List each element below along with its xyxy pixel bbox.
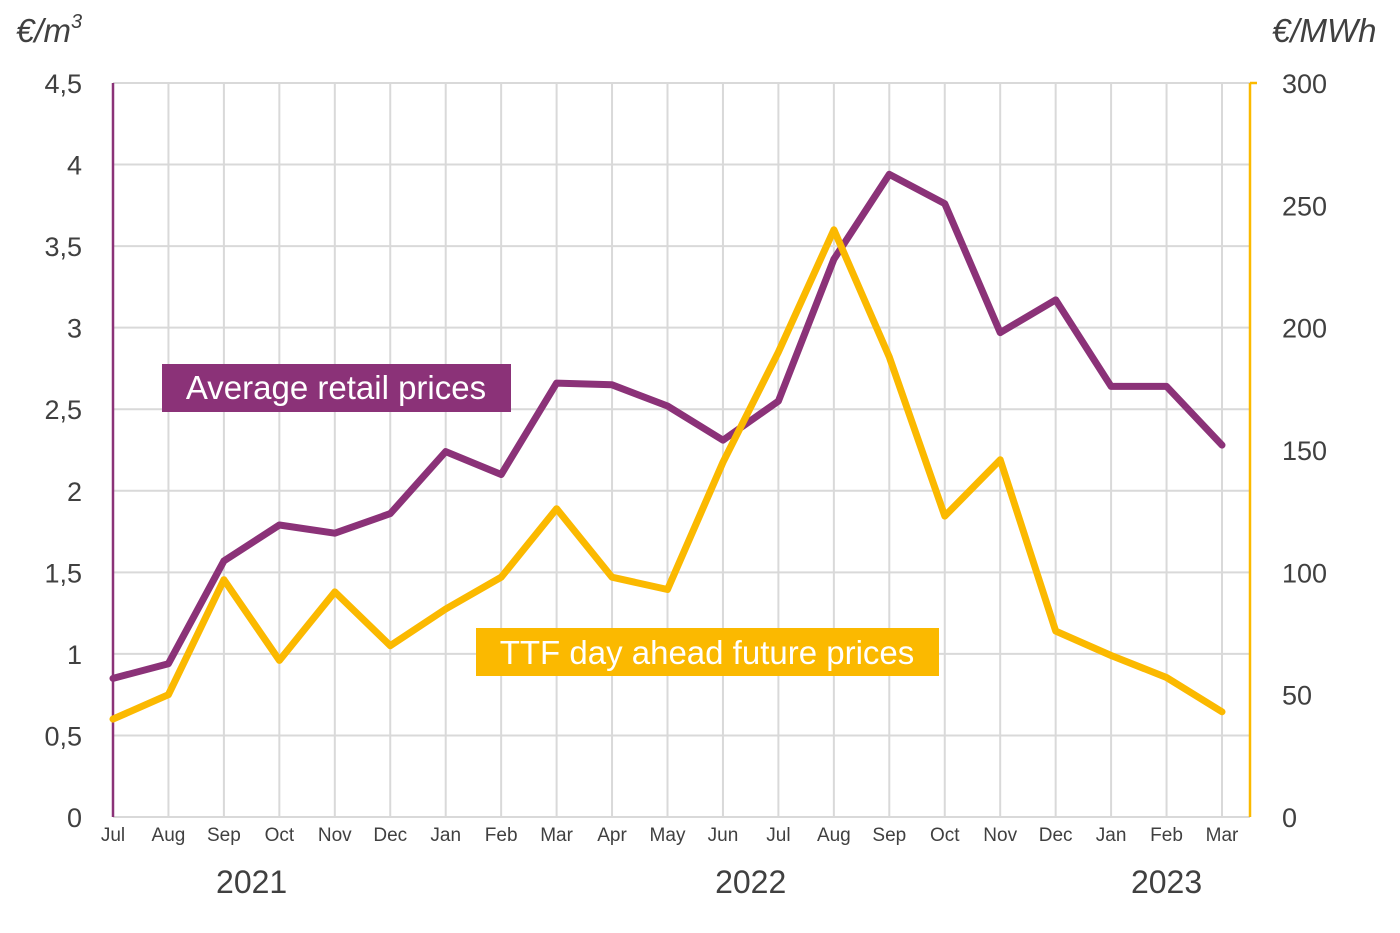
- right-tick-label: 50: [1282, 681, 1312, 711]
- left-tick-label: 4: [67, 151, 82, 181]
- x-tick-label: Nov: [318, 825, 352, 846]
- x-tick-label: Feb: [485, 825, 518, 846]
- right-tick-label: 200: [1282, 314, 1327, 344]
- x-tick-label: Sep: [207, 825, 241, 846]
- retail-annotation: Average retail prices: [162, 364, 511, 412]
- year-labels: 2021 2022 2023: [216, 864, 1202, 900]
- right-tick-label: 0: [1282, 803, 1297, 833]
- x-tick-label: Aug: [152, 825, 186, 846]
- x-tick-label: Oct: [930, 825, 960, 846]
- x-tick-label: Sep: [872, 825, 906, 846]
- right-axis-ticks: 0 50 100 150 200 250 300: [1282, 69, 1327, 833]
- x-tick-label: Feb: [1150, 825, 1183, 846]
- left-tick-label: 0: [67, 803, 82, 833]
- year-label: 2022: [715, 864, 786, 900]
- left-axis-unit: €/m3: [16, 11, 82, 49]
- left-axis-ticks: 0 0,5 1 1,5 2 2,5 3 3,5 4 4,5: [44, 69, 82, 833]
- right-tick-label: 300: [1282, 69, 1327, 99]
- left-tick-label: 0,5: [44, 721, 82, 751]
- x-tick-label: Dec: [373, 825, 407, 846]
- x-tick-label: May: [650, 825, 686, 846]
- left-tick-label: 4,5: [44, 69, 82, 99]
- x-tick-label: Jul: [101, 825, 125, 846]
- right-tick-label: 150: [1282, 436, 1327, 466]
- x-tick-label: Jan: [1096, 825, 1127, 846]
- ttf-annotation: TTF day ahead future prices: [476, 628, 939, 676]
- left-tick-label: 2,5: [44, 395, 82, 425]
- x-axis-ticks: Jul Aug Sep Oct Nov Dec Jan Feb Mar Apr May Jun Jul A…: [101, 825, 1239, 846]
- series-lines: [109, 170, 1226, 723]
- right-tick-label: 100: [1282, 558, 1327, 588]
- x-tick-label: Mar: [1206, 825, 1239, 846]
- ttf-annotation-box: [476, 628, 939, 676]
- left-tick-label: 3,5: [44, 232, 82, 262]
- x-tick-label: Nov: [983, 825, 1017, 846]
- x-tick-label: Mar: [540, 825, 573, 846]
- x-tick-label: Jul: [766, 825, 790, 846]
- x-tick-label: Apr: [597, 825, 627, 846]
- right-tick-label: 250: [1282, 191, 1327, 221]
- axes: [111, 81, 1257, 817]
- year-label: 2023: [1131, 864, 1202, 900]
- x-tick-label: Dec: [1039, 825, 1073, 846]
- retail-annotation-box: [162, 364, 511, 412]
- left-tick-label: 2: [67, 477, 82, 507]
- x-tick-label: Aug: [817, 825, 851, 846]
- x-tick-label: Jan: [430, 825, 461, 846]
- right-axis-unit: €/MWh: [1272, 12, 1377, 49]
- ttf-annotation-label: TTF day ahead future prices: [500, 634, 915, 671]
- grid: [112, 82, 1250, 818]
- left-tick-label: 1: [67, 640, 82, 670]
- left-tick-label: 1,5: [44, 558, 82, 588]
- left-tick-label: 3: [67, 314, 82, 344]
- retail-annotation-label: Average retail prices: [186, 369, 486, 406]
- x-tick-label: Jun: [708, 825, 739, 846]
- year-label: 2021: [216, 864, 287, 900]
- x-tick-label: Oct: [265, 825, 295, 846]
